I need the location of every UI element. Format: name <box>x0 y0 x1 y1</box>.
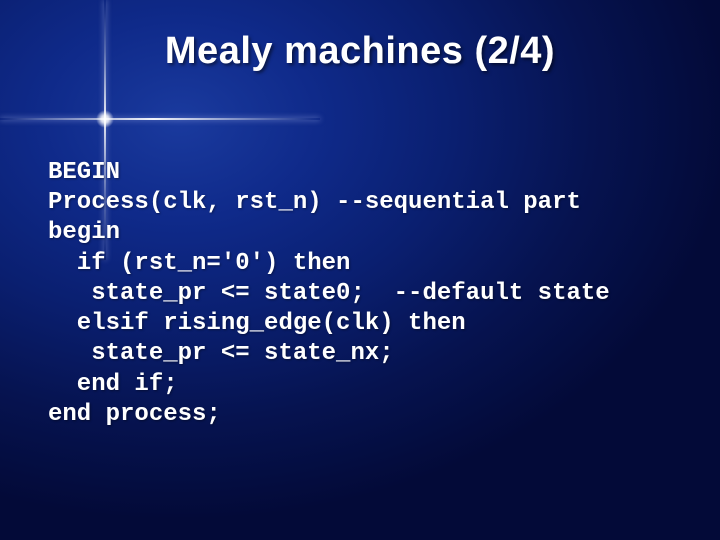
code-line: BEGIN <box>48 159 120 186</box>
code-line: begin <box>48 219 120 246</box>
code-line: elsif rising_edge(clk) then <box>48 310 466 337</box>
code-line: end process; <box>48 401 221 428</box>
code-line: if (rst_n='0') then <box>48 250 350 277</box>
slide-title: Mealy machines (2/4) <box>0 30 720 73</box>
code-line: state_pr <= state0; --default state <box>48 280 610 307</box>
slide: Mealy machines (2/4) BEGIN Process(clk, … <box>0 0 720 540</box>
code-line: Process(clk, rst_n) --sequential part <box>48 189 581 216</box>
code-line: state_pr <= state_nx; <box>48 340 394 367</box>
lens-flare-horizontal <box>0 118 320 120</box>
code-line: end if; <box>48 371 178 398</box>
lens-flare-core <box>96 110 114 128</box>
code-block: BEGIN Process(clk, rst_n) --sequential p… <box>48 158 610 430</box>
